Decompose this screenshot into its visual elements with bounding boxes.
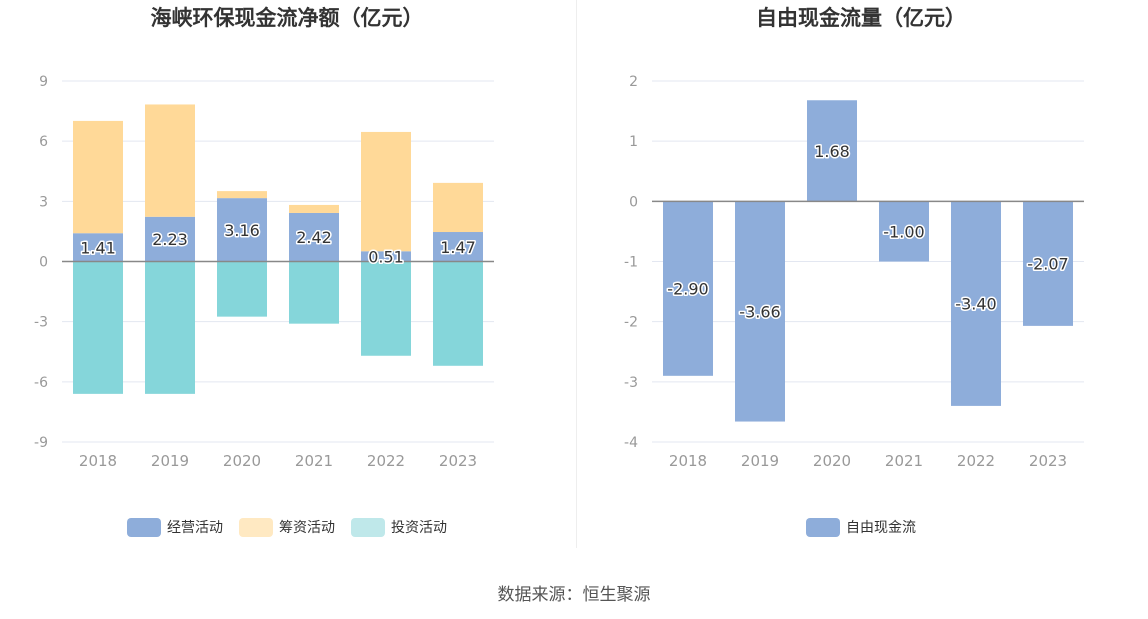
legend-swatch-free-cash-flow <box>806 517 840 537</box>
legend-label: 经营活动 <box>167 520 223 536</box>
free-cash-flow-plot: 2 1 0 -1 -2 -3 -4 2018 2019 2020 2021 2022 2023 -2.90… <box>624 74 1084 470</box>
bar-2022-1 <box>361 131 411 252</box>
bar-2020-2 <box>217 261 267 317</box>
y-tick-label: -1 <box>624 255 638 271</box>
data-label: -1.00 <box>883 222 924 241</box>
bar-2023-0 <box>1023 201 1073 326</box>
data-label: -2.07 <box>1027 255 1068 274</box>
y-tick-label: -2 <box>624 315 638 331</box>
y-tick-label: 9 <box>39 74 48 90</box>
data-label: -3.66 <box>739 302 780 321</box>
bar-2022-2 <box>361 261 411 356</box>
x-tick-label: 2022 <box>367 452 405 470</box>
legend-item-investing[interactable]: 投资活动 <box>351 517 447 537</box>
bar-2021-2 <box>289 261 339 324</box>
x-tick-label: 2020 <box>223 452 261 470</box>
data-label: 0.51 <box>368 247 404 266</box>
bar-2019-0 <box>735 201 785 422</box>
chart-title: 自由现金流量（亿元） <box>756 6 966 30</box>
bar-2023-1 <box>433 182 483 233</box>
bar-2019-2 <box>145 261 195 394</box>
legend-item-financing[interactable]: 筹资活动 <box>239 517 335 537</box>
bar-2022-0 <box>361 251 411 262</box>
bar-2023-2 <box>433 261 483 366</box>
panel-divider <box>576 0 577 548</box>
bar-2023-0 <box>433 232 483 262</box>
bar-2018-2 <box>73 261 123 394</box>
data-label: -3.40 <box>955 295 996 314</box>
bar-2020-0 <box>807 100 857 202</box>
legend-label: 筹资活动 <box>279 520 335 536</box>
data-label: 1.47 <box>440 238 476 257</box>
data-label: 1.41 <box>80 238 116 257</box>
bar-2020-0 <box>217 198 267 262</box>
bar-2022-0 <box>951 201 1001 406</box>
y-tick-label: 2 <box>629 74 638 90</box>
bar-2021-1 <box>289 204 339 213</box>
bar-2018-0 <box>73 233 123 262</box>
bar-2018-0 <box>663 201 713 376</box>
x-tick-label: 2023 <box>1029 452 1067 470</box>
x-tick-label: 2019 <box>741 452 779 470</box>
bar-2018-1 <box>73 120 123 234</box>
cash-flow-net-plot: 9 6 3 0 -3 -6 -9 2018 2019 2020 2021 2022 2023 1.41 2.… <box>34 74 494 470</box>
legend-label: 投资活动 <box>391 520 447 536</box>
data-label: 1.68 <box>814 142 850 161</box>
y-tick-label: 1 <box>629 134 638 150</box>
legend-item-operating[interactable]: 经营活动 <box>127 517 223 537</box>
legend-item-free-cash-flow[interactable]: 自由现金流 <box>806 517 916 537</box>
x-tick-label: 2018 <box>669 452 707 470</box>
cash-flow-net-chart: 海峡环保现金流净额（亿元） 9 6 3 0 -3 -6 -9 2018 2019 2020 2021… <box>0 0 574 560</box>
chart-title: 海峡环保现金流净额（亿元） <box>150 6 424 30</box>
data-label: 2.23 <box>152 230 188 249</box>
y-tick-label: -3 <box>624 375 638 391</box>
y-tick-label: 6 <box>39 134 48 150</box>
x-tick-label: 2020 <box>813 452 851 470</box>
bar-2021-0 <box>289 212 339 262</box>
free-cash-flow-chart: 自由现金流量（亿元） 2 1 0 -1 -2 -3 -4 2018 2019 2020 2021 20… <box>574 0 1148 560</box>
y-tick-label: 0 <box>629 194 638 210</box>
bar-2020-1 <box>217 191 267 199</box>
y-tick-label: 0 <box>39 255 48 271</box>
data-label: -2.90 <box>667 280 708 299</box>
legend-swatch-financing <box>239 517 273 537</box>
x-tick-label: 2018 <box>79 452 117 470</box>
legend: 自由现金流 <box>574 517 1148 537</box>
source-note: 数据来源：恒生聚源 <box>497 585 651 605</box>
x-tick-label: 2019 <box>151 452 189 470</box>
bar-2019-1 <box>145 104 195 217</box>
y-tick-label: -4 <box>624 435 638 451</box>
x-tick-label: 2021 <box>295 452 333 470</box>
x-tick-label: 2022 <box>957 452 995 470</box>
bar-2021-0 <box>879 201 929 262</box>
data-label: 3.16 <box>224 221 260 240</box>
legend: 经营活动 筹资活动 投资活动 <box>0 517 574 537</box>
x-tick-label: 2023 <box>439 452 477 470</box>
y-tick-label: -9 <box>34 435 48 451</box>
data-label: 2.42 <box>296 228 332 247</box>
y-tick-label: 3 <box>39 194 48 210</box>
x-tick-label: 2021 <box>885 452 923 470</box>
legend-label: 自由现金流 <box>846 520 916 536</box>
legend-swatch-investing <box>351 517 385 537</box>
y-tick-label: -6 <box>34 375 48 391</box>
y-tick-label: -3 <box>34 315 48 331</box>
bar-2019-0 <box>145 216 195 262</box>
legend-swatch-operating <box>127 517 161 537</box>
